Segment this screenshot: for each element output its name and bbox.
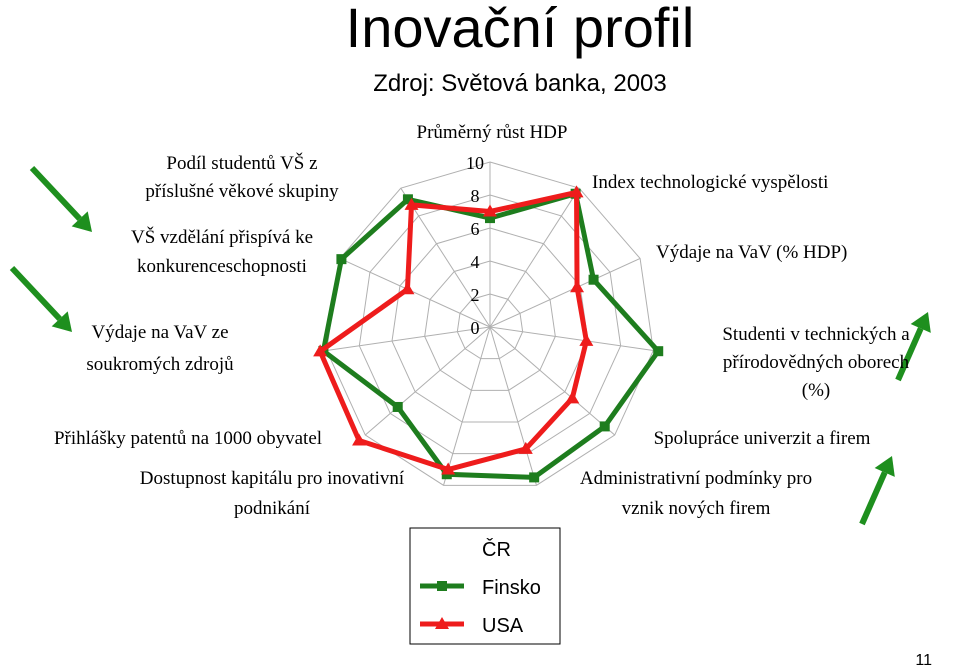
series-line-2 [317,189,589,473]
grid-spoke [489,187,580,328]
svg-text:ČR: ČR [482,538,511,561]
data-point [402,194,413,205]
data-point [579,333,594,346]
category-label: Podíl studentů VŠ z příslušné věkové skup… [145,152,339,202]
arrow-icon [859,456,895,526]
grid-ring [326,161,654,486]
category-label: VŠ vzdělání přispívá ke konkurenceschopno… [131,226,313,277]
arrow-icon [29,165,92,232]
data-point [441,462,456,475]
page-number: 11 [915,652,932,669]
data-point [404,197,419,210]
series-line-1 [320,190,662,480]
category-label: Spolupráce univerzit a firem [654,428,871,449]
arrow-icon [895,312,931,382]
category-label: Výdaje na VaV ze soukromých zdrojů [86,322,234,375]
svg-text:Finsko: Finsko [482,577,541,599]
data-point [653,346,664,357]
tick-label: 2 [471,285,480,305]
category-label: Průměrný růst HDP [417,122,568,143]
category-label: Administrativní podmínky pro vznik nových… [580,468,812,519]
tick-label: 4 [471,252,480,272]
grid-spoke [339,258,491,328]
legend-item: Finsko [420,577,541,599]
data-point [352,433,367,446]
data-point [400,282,415,295]
page-title: Inovační profil [345,0,695,59]
grid-spoke [489,326,537,486]
grid-spoke [326,326,491,351]
data-point [565,391,580,404]
data-point [483,204,497,217]
data-point [570,280,585,293]
data-point [529,472,540,483]
category-label: Index technologické vyspělosti [592,172,828,193]
category-label: Výdaje na VaV (% HDP) [656,242,847,263]
data-point [569,185,584,198]
tick-label: 6 [471,219,480,239]
grid-spoke [400,187,491,328]
grid-spoke [443,326,491,486]
data-point [599,421,610,432]
tick-label: 10 [466,153,484,173]
page-subtitle: Zdroj: Světová banka, 2003 [373,70,667,97]
tick-label: 0 [471,318,480,338]
grid-spoke [364,326,491,436]
tick-label: 8 [471,186,480,206]
data-point [313,344,328,357]
data-point [485,213,495,224]
category-label: Dostupnost kapitálu pro inovativní podnik… [140,468,405,519]
grid-ring [358,194,622,455]
data-point [518,441,533,454]
data-point [336,254,347,265]
grid-ring [424,260,556,391]
legend-box [409,527,561,645]
grid-spoke [489,326,616,436]
category-label: Studenti v technických a přírodovědných o… [722,324,910,401]
grid-spoke [489,326,654,351]
data-point [392,401,403,412]
legend-item: ČR [482,538,511,561]
category-label: Přihlášky patentů na 1000 obyvatel [54,428,322,449]
legend-item: USA [420,615,524,637]
grid-spoke [489,258,641,328]
data-point [588,274,599,285]
arrow-icon [9,265,72,332]
grid-ring [456,293,524,360]
svg-text:USA: USA [482,615,524,637]
